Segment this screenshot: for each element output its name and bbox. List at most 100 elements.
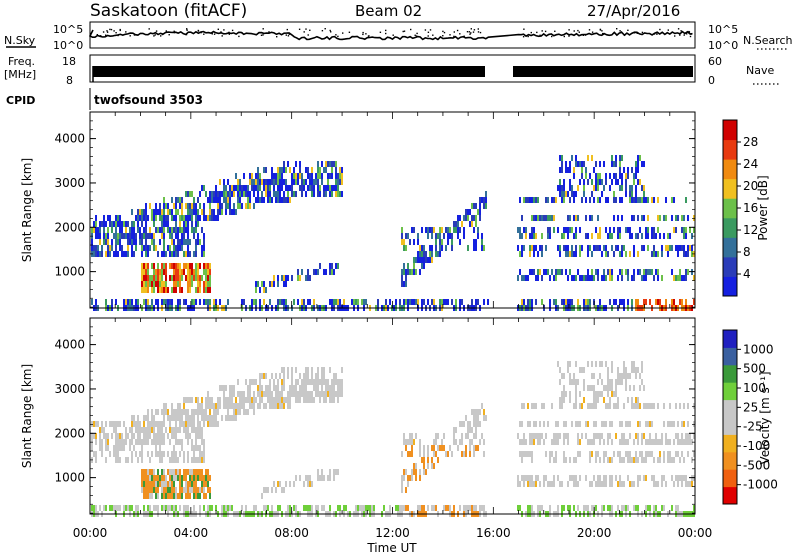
heatmap-cell xyxy=(155,445,157,451)
heatmap-cell xyxy=(575,361,577,367)
heatmap-cell xyxy=(421,299,423,305)
heatmap-cell xyxy=(153,215,155,221)
heatmap-cell xyxy=(607,439,609,445)
heatmap-cell xyxy=(599,173,601,179)
heatmap-cell xyxy=(237,197,239,203)
heatmap-cell xyxy=(201,487,203,493)
heatmap-cell xyxy=(623,245,625,251)
heatmap-cell xyxy=(189,281,191,287)
heatmap-cell xyxy=(563,245,565,251)
heatmap-cell xyxy=(575,481,577,487)
heatmap-cell xyxy=(169,481,171,487)
heatmap-cell xyxy=(677,421,679,427)
heatmap-cell xyxy=(155,433,157,439)
heatmap-cell xyxy=(195,275,197,281)
heatmap-cell xyxy=(591,373,593,379)
heatmap-cell xyxy=(327,475,329,481)
heatmap-cell xyxy=(341,179,343,185)
heatmap-cell xyxy=(463,233,465,239)
heatmap-cell xyxy=(475,203,477,209)
heatmap-cell xyxy=(601,251,603,257)
nsky-dot xyxy=(133,34,136,36)
heatmap-cell xyxy=(479,197,481,203)
heatmap-cell xyxy=(325,379,327,385)
heatmap-cell xyxy=(133,233,135,239)
x-tick-label: 08:00 xyxy=(274,526,309,540)
heatmap-cell xyxy=(169,233,171,239)
heatmap-cell xyxy=(145,215,147,221)
heatmap-cell xyxy=(217,215,219,221)
heatmap-cell xyxy=(193,275,195,281)
heatmap-cell xyxy=(637,505,639,511)
heatmap-cell xyxy=(431,245,433,251)
nsky-dot xyxy=(102,31,105,33)
heatmap-cell xyxy=(171,481,173,487)
heatmap-cell xyxy=(135,239,137,245)
heatmap-cell xyxy=(335,391,337,397)
heatmap-cell xyxy=(525,451,527,457)
heatmap-cell xyxy=(159,451,161,457)
heatmap-cell xyxy=(337,385,339,391)
heatmap-cell xyxy=(157,275,159,281)
heatmap-cell xyxy=(159,239,161,245)
heatmap-cell xyxy=(181,269,183,275)
heatmap-cell xyxy=(267,385,269,391)
heatmap-cell xyxy=(219,179,221,185)
velocity-colorbar-tick: 25 xyxy=(743,400,758,414)
heatmap-cell xyxy=(355,299,357,305)
heatmap-cell xyxy=(643,185,645,191)
heatmap-cell xyxy=(163,215,165,221)
nsky-dot xyxy=(523,28,525,30)
heatmap-cell xyxy=(165,299,167,305)
heatmap-cell xyxy=(649,299,651,305)
heatmap-cell xyxy=(631,361,633,367)
heatmap-cell xyxy=(245,191,247,197)
freq-unit: [MHz] xyxy=(4,68,36,81)
heatmap-cell xyxy=(125,299,127,305)
heatmap-cell xyxy=(331,397,333,403)
nsky-dot xyxy=(329,29,331,32)
heatmap-cell xyxy=(295,367,297,373)
heatmap-cell xyxy=(91,445,93,451)
heatmap-cell xyxy=(185,227,187,233)
heatmap-cell xyxy=(571,191,573,197)
heatmap-cell xyxy=(639,269,641,275)
heatmap-cell xyxy=(523,475,525,481)
heatmap-cell xyxy=(181,275,183,281)
heatmap-cell xyxy=(163,209,165,215)
heatmap-cell xyxy=(423,469,425,475)
heatmap-cell xyxy=(585,299,587,305)
heatmap-cell xyxy=(343,505,345,511)
heatmap-cell xyxy=(159,427,161,433)
heatmap-cell xyxy=(531,505,533,511)
heatmap-cell xyxy=(371,505,373,511)
heatmap-cell xyxy=(519,269,521,275)
heatmap-cell xyxy=(209,299,211,305)
heatmap-cell xyxy=(333,161,335,167)
heatmap-cell xyxy=(567,481,569,487)
heatmap-cell xyxy=(633,403,635,409)
heatmap-cell xyxy=(195,439,197,445)
heatmap-cell xyxy=(145,269,147,275)
heatmap-cell xyxy=(567,227,569,233)
heatmap-cell xyxy=(529,299,531,305)
heatmap-cell xyxy=(575,379,577,385)
heatmap-cell xyxy=(203,487,205,493)
heatmap-cell xyxy=(667,451,669,457)
heatmap-cell xyxy=(631,403,633,409)
heatmap-cell xyxy=(211,403,213,409)
heatmap-cell xyxy=(577,299,579,305)
heatmap-cell xyxy=(619,475,621,481)
power-colorbar-band xyxy=(723,198,737,219)
heatmap-cell xyxy=(463,505,465,511)
heatmap-cell xyxy=(575,403,577,409)
heatmap-cell xyxy=(219,299,221,305)
heatmap-cell xyxy=(627,505,629,511)
heatmap-cell xyxy=(247,409,249,415)
heatmap-cell xyxy=(225,203,227,209)
heatmap-cell xyxy=(539,505,541,511)
heatmap-cell xyxy=(597,185,599,191)
heatmap-cell xyxy=(285,197,287,203)
heatmap-cell xyxy=(219,197,221,203)
heatmap-cell xyxy=(255,299,257,305)
